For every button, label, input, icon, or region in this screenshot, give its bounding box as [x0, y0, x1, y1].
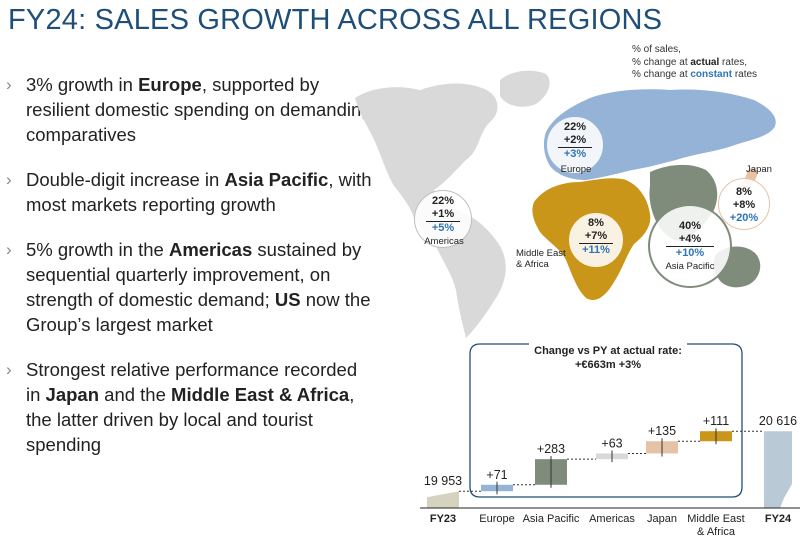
bullet-emphasis: Japan — [45, 384, 100, 405]
bullet-emphasis: Europe — [138, 74, 202, 95]
map-europe — [543, 89, 776, 180]
bullet-text: now the Group’s largest market — [26, 289, 371, 335]
category-label: FY23 — [430, 513, 456, 525]
category-label: Middle East & Africa — [687, 513, 744, 538]
bubble-japan: 8% +8% +20% — [718, 178, 770, 230]
bullet-americas: › 5% growth in the Americas sustained by… — [4, 237, 374, 337]
bullet-europe: › 3% growth in Europe, supported by resi… — [4, 72, 374, 147]
map-greenland — [500, 70, 550, 107]
chevron-right-icon: › — [6, 170, 12, 189]
category-label: FY24 — [765, 513, 792, 525]
category-label: Asia Pacific — [523, 513, 580, 525]
label-europe: Europe — [560, 164, 592, 175]
value-label: 19 953 — [424, 474, 462, 488]
bar-fy23 — [427, 491, 459, 508]
bullet-emphasis: Americas — [168, 239, 253, 260]
bullet-text: , the latter driven by local and tourist… — [26, 384, 355, 455]
bullet-text: 3% growth in — [26, 74, 139, 95]
waterfall-frame — [469, 343, 743, 498]
page-title: FY24: SALES GROWTH ACROSS ALL REGIONS — [8, 4, 663, 36]
bullet-text: , with most markets reporting growth — [26, 169, 372, 215]
bullet-text: , supported by resilient domestic spendi… — [26, 74, 372, 145]
category-label: Japan — [647, 513, 677, 525]
waterfall-header-bg — [529, 340, 687, 374]
waterfall-header-1: Change vs PY at actual rate: — [534, 345, 682, 357]
map-legend: % of sales, % change at actual rates, % … — [632, 44, 757, 82]
value-label: +111 — [703, 414, 729, 428]
bullet-emphasis: US — [274, 289, 301, 310]
bullet-text: Strongest relative performance recorded … — [26, 359, 358, 405]
legend-constant: % change at constant rates — [632, 69, 758, 80]
chevron-right-icon: › — [6, 240, 12, 259]
bubble-americas: 22% +1% +5% — [414, 190, 472, 248]
category-label: Europe — [479, 513, 514, 525]
bubble-middle-east-africa: 8% +7% +11% — [568, 212, 624, 268]
bullet-emphasis: Asia Pacific — [224, 169, 329, 190]
label-middle-east-africa: Middle East & Africa — [516, 248, 566, 270]
value-label: +135 — [648, 424, 676, 438]
value-label: +71 — [486, 468, 507, 482]
value-label: 20 616 — [759, 414, 797, 428]
bullet-emphasis: Middle East & Africa — [171, 384, 350, 405]
chevron-right-icon: › — [6, 360, 12, 379]
category-label: Americas — [589, 513, 635, 525]
value-label: +63 — [601, 436, 622, 450]
chevron-right-icon: › — [6, 75, 12, 94]
value-label: +283 — [537, 442, 565, 456]
bullet-text: Double-digit increase in — [26, 169, 225, 190]
label-japan: Japan — [746, 164, 772, 175]
waterfall-header-2: +€663m +3% — [575, 359, 641, 371]
bullet-japan-mea: › Strongest relative performance recorde… — [4, 357, 374, 457]
bullet-text: and the — [99, 384, 172, 405]
bullet-asia-pacific: › Double-digit increase in Asia Pacific,… — [4, 167, 374, 217]
bullet-text: 5% growth in the — [26, 239, 169, 260]
legend-share: % of sales, — [632, 44, 681, 55]
bullet-text: sustained by sequential quarterly improv… — [26, 239, 362, 310]
label-americas: Americas — [424, 236, 464, 247]
bar-fy24 — [764, 431, 792, 508]
bullet-list: › 3% growth in Europe, supported by resi… — [4, 72, 374, 477]
bubble-asia-pacific: 40% +4% +10% Asia Pacific — [648, 204, 732, 288]
bubble-europe: 22% +2% +3% — [546, 116, 604, 174]
legend-actual: % change at actual rates, — [632, 56, 748, 68]
